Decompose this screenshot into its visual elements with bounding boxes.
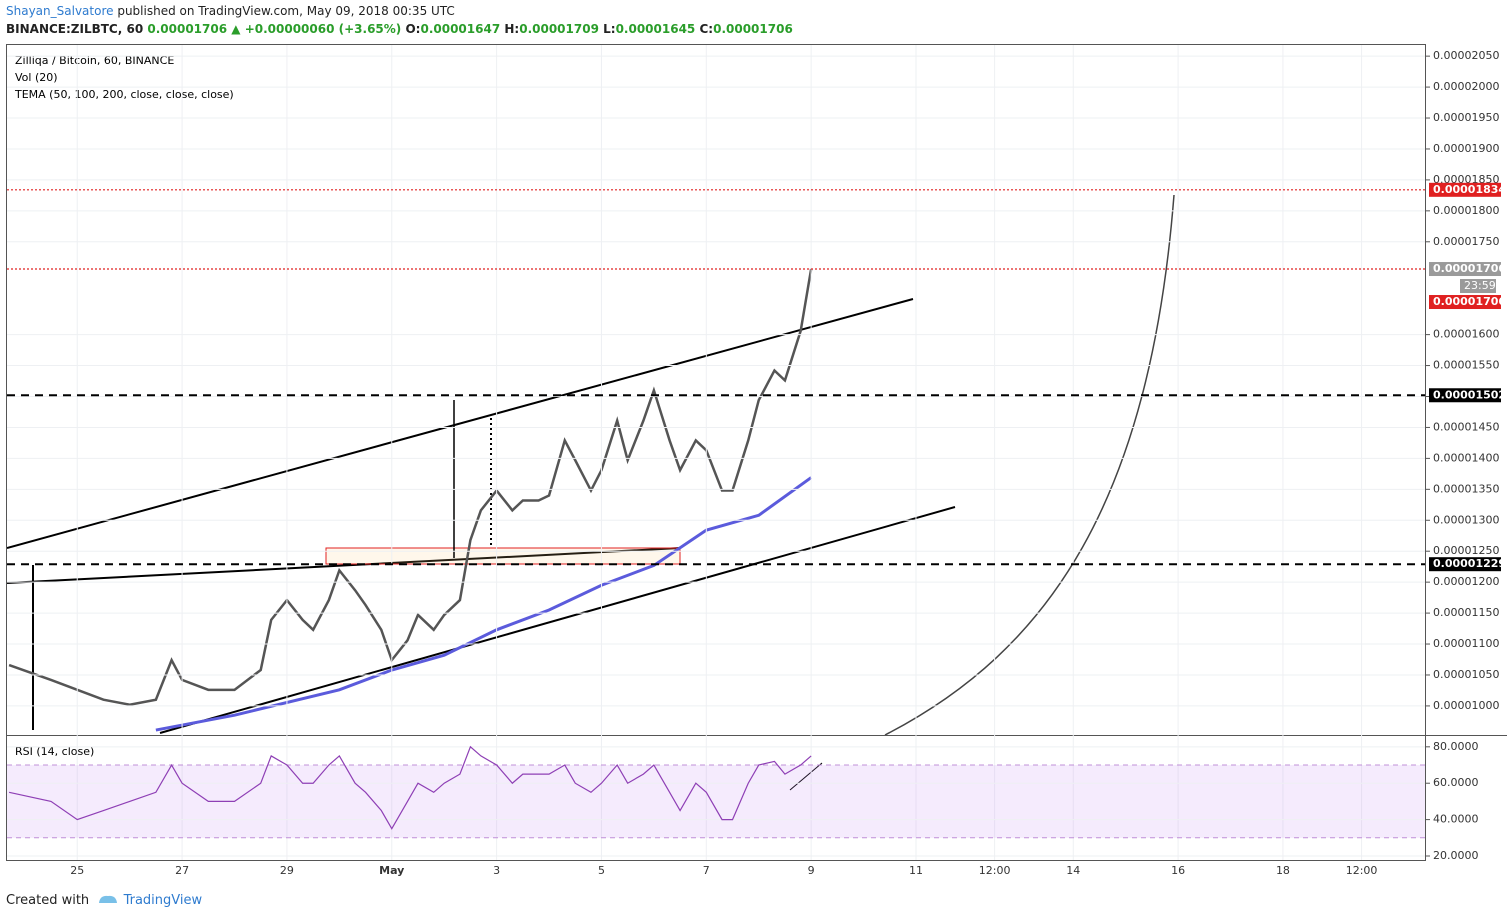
rsi-title: RSI (14, close) [15,745,94,758]
y-tick-label: 0.00001100 [1433,637,1499,650]
y-tick-label: 60.0000 [1433,776,1479,789]
last: 0.00001706 [147,22,228,36]
y-tick-label: 0.00001200 [1433,575,1499,588]
x-tick-label: 12:00 [1346,864,1378,877]
legend-item: Zilliqa / Bitcoin, 60, BINANCE [15,54,174,67]
y-tick-label: 0.00001950 [1433,111,1499,124]
legend-item: TEMA (50, 100, 200, close, close, close) [14,88,234,101]
x-tick-label: May [379,864,404,877]
x-tick-label: 16 [1171,864,1185,877]
drawings [7,194,1175,735]
y-tick-label: 0.00001150 [1433,606,1499,619]
y-tick-label: 0.00001600 [1433,328,1499,341]
y-tick-label: 0.00001300 [1433,513,1499,526]
publish-line: Shayan_Salvatore published on TradingVie… [6,4,455,18]
x-tick-label: 5 [598,864,605,877]
x-tick-label: 27 [175,864,189,877]
y-tick-label: 0.00001050 [1433,668,1499,681]
logo [99,895,118,903]
o-label: O: [405,22,421,36]
published: published on TradingView.com, May 09, 20… [117,4,455,18]
x-tick-label: 9 [808,864,815,877]
y-tick-label: 80.0000 [1433,740,1479,753]
y-tick-label: 0.00002000 [1433,80,1499,93]
rsi-band [7,765,1425,838]
x-tick-label: 14 [1066,864,1080,877]
x-tick-label: 11 [909,864,923,877]
countdown-box [1460,279,1496,294]
y-tick-label: 0.00001450 [1433,420,1499,433]
y-tick-label: 0.00001800 [1433,204,1499,217]
author[interactable]: Shayan_Salvatore [6,4,114,18]
price-label: 0.00001229 [1433,557,1506,570]
y-tick-label: 40.0000 [1433,813,1479,826]
frame [6,44,1426,861]
last-price-label: 0.00001706 [1433,295,1506,308]
arc [884,194,1175,735]
plot [8,268,813,732]
x-tick-label: 12:00 [979,864,1011,877]
series-line [8,268,813,706]
price-label: 0.00001834 [1433,183,1506,196]
y-tick-label: 0.00001550 [1433,359,1499,372]
y-tick-label: 20.0000 [1433,849,1479,862]
trendline [7,547,681,584]
legend-item: Vol (20) [15,71,58,84]
tema-line [155,476,813,732]
x-tick-label: 3 [493,864,500,877]
x-tick-label: 18 [1276,864,1290,877]
price-label: 0.00001706 [1433,262,1506,275]
footer: Created with TradingView [6,892,202,908]
h-label: H: [504,22,520,36]
symbol: BINANCE:ZILBTC, 60 [6,22,144,36]
price-label-box [1429,182,1501,197]
price-label-box [1429,388,1501,403]
x-tick-label: 25 [70,864,84,877]
legend: Zilliqa / Bitcoin, 60, BINANCE Vol (20) … [14,54,234,758]
zone [325,547,681,565]
y-tick-label: 0.00002050 [1433,49,1499,62]
last-price-box [1429,295,1501,310]
y-tick-label: 0.00001250 [1433,544,1499,557]
price-label: 0.00001502 [1433,388,1506,401]
change: ▲ +0.00000060 (+3.65%) [231,22,402,36]
rsi-trendline [789,762,823,791]
y-tick-label: 0.00001000 [1433,699,1499,712]
brand[interactable]: TradingView [123,893,203,908]
y-tick-label: 0.00001400 [1433,451,1499,464]
l: 0.00001645 [615,22,696,36]
countdown: 23:59 [1464,279,1496,292]
l-label: L: [603,22,616,36]
price-label-box [1429,557,1501,572]
price-label-box [1429,262,1501,277]
created: Created with [6,893,90,908]
y-tick-label: 0.00001900 [1433,142,1499,155]
y-tick-label: 0.00001750 [1433,235,1499,248]
h: 0.00001709 [519,22,599,36]
c: 0.00001706 [713,22,793,36]
x-tick-label: 29 [280,864,294,877]
y-tick-label: 0.00001350 [1433,482,1499,495]
ohlc-line: BINANCE:ZILBTC, 60 0.00001706 ▲ +0.00000… [6,22,793,36]
trendline [7,298,914,549]
x-tick-label: 7 [703,864,710,877]
trendline [159,506,956,734]
series-line [8,745,812,830]
y-tick-label: 0.00001850 [1433,173,1499,186]
o: 0.00001647 [420,22,501,36]
c-label: C: [699,22,714,36]
